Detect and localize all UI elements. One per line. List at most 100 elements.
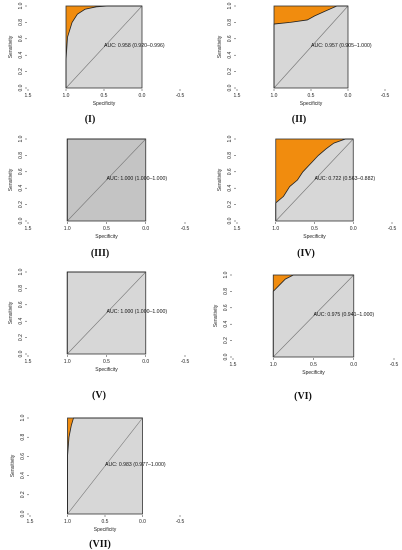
auc-label: AUC: 0.957 (0.905–1.000) <box>311 43 372 49</box>
diagonal-line <box>67 417 143 515</box>
x-tick-label: 0.0 <box>345 93 352 99</box>
y-axis-title: Sensitivity <box>10 454 16 477</box>
roc-panel-1: 1.5 1.0 0.5 0.0 -0.5 0.0 0.2 0.4 0.6 0.8 1.0 Specif… <box>8 2 185 107</box>
diagonal-line <box>67 271 146 355</box>
y-tick-label: 0.8 <box>18 152 24 159</box>
ci-band <box>275 139 354 221</box>
auc-label: AUC: 1.000 (1.000–1.000) <box>107 176 168 182</box>
roc-panel-3: 1.5 1.0 0.5 0.0 -0.5 0.0 0.2 0.4 0.6 0.8 1.0 Specif… <box>8 135 190 240</box>
x-tick-label: 1.0 <box>64 226 71 232</box>
x-axis-title: Specificity <box>93 101 116 107</box>
y-axis-title: Sensitivity <box>8 301 14 324</box>
diagonal-line <box>275 138 354 222</box>
roc-curve <box>65 5 142 88</box>
y-tick-label: 0.2 <box>18 201 24 208</box>
y-tick-label: 1.0 <box>18 268 24 275</box>
y-tick-label: 0.8 <box>227 19 233 26</box>
panel-label-ii: (II) <box>291 114 307 125</box>
x-tick-label: -0.5 <box>176 519 185 525</box>
panel-label-vi: (VI) <box>294 391 312 402</box>
x-tick-label: 0.0 <box>139 93 146 99</box>
x-axis-title: Specificity <box>303 234 326 240</box>
roc-curve <box>67 417 143 514</box>
roc-curve <box>66 138 146 221</box>
y-tick-label: 0.4 <box>20 472 26 479</box>
y-tick-label: 1.0 <box>223 271 229 278</box>
roc-panel-4: 1.5 1.0 0.5 0.0 -0.5 0.0 0.2 0.4 0.6 0.8 1.0 Specif… <box>217 135 397 240</box>
x-tick-label: 0.0 <box>142 359 149 365</box>
y-tick-label: 0.0 <box>223 353 229 360</box>
x-axis-title: Specificity <box>95 234 118 240</box>
x-axis-title: Specificity <box>95 367 118 373</box>
x-tick-label: 0.5 <box>101 93 108 99</box>
y-tick-label: 0.4 <box>223 321 229 328</box>
y-tick-label: 0.4 <box>227 52 233 59</box>
roc-curve <box>275 138 354 221</box>
y-tick-label: 0.8 <box>227 152 233 159</box>
x-tick-label: 1.0 <box>271 93 278 99</box>
x-tick-label: -0.5 <box>181 359 190 365</box>
x-tick-label: 1.0 <box>64 519 71 525</box>
roc-panel-6: 1.5 1.0 0.5 0.0 -0.5 0.0 0.2 0.4 0.6 0.8 1.0 Specif… <box>213 271 399 376</box>
y-tick-label: 0.4 <box>227 185 233 192</box>
y-tick-label: 0.6 <box>227 168 233 175</box>
y-tick-label: 0.6 <box>227 35 233 42</box>
y-tick-label: 1.0 <box>18 135 24 142</box>
plot-box <box>275 138 354 222</box>
y-tick-label: 0.0 <box>18 84 24 91</box>
y-tick-label: 1.0 <box>227 2 233 9</box>
y-tick-label: 0.0 <box>20 510 26 517</box>
y-tick-label: 1.0 <box>227 135 233 142</box>
y-axis-title: Sensitivity <box>8 168 14 191</box>
x-axis-title: Specificity <box>300 101 323 107</box>
roc-panel-5: 1.5 1.0 0.5 0.0 -0.5 0.0 0.2 0.4 0.6 0.8 1.0 Specif… <box>8 268 190 373</box>
ci-band <box>274 6 348 88</box>
y-tick-label: 0.8 <box>18 285 24 292</box>
y-axis-title: Sensitivity <box>213 304 219 327</box>
y-tick-label: 0.4 <box>18 52 24 59</box>
x-tick-label: -0.5 <box>181 226 190 232</box>
y-tick-label: 0.2 <box>223 337 229 344</box>
auc-label: AUC: 0.958 (0.920–0.996) <box>104 43 165 49</box>
y-tick-label: 0.6 <box>223 304 229 311</box>
y-tick-label: 0.6 <box>18 301 24 308</box>
panel-label-i: (I) <box>84 114 96 125</box>
y-axis-title: Sensitivity <box>217 168 223 191</box>
y-tick-label: 0.2 <box>227 201 233 208</box>
x-tick-label: 0.5 <box>311 226 318 232</box>
x-axis-title: Specificity <box>94 527 117 533</box>
x-tick-label: 0.5 <box>310 362 317 368</box>
x-tick-label: -0.5 <box>390 362 399 368</box>
auc-label: AUC: 0.983 (0.977–1.000) <box>105 462 166 468</box>
panel-label-iii: (III) <box>90 248 110 259</box>
y-tick-label: 0.2 <box>18 68 24 75</box>
x-tick-label: 0.5 <box>102 519 109 525</box>
panel-label-v: (V) <box>92 390 106 401</box>
y-tick-label: 0.0 <box>227 217 233 224</box>
x-tick-label: 1.5 <box>230 362 237 368</box>
roc-panel-2: 1.5 1.0 0.5 0.0 -0.5 0.0 0.2 0.4 0.6 0.8 1.0 Specif… <box>217 2 390 107</box>
auc-label: AUC: 0.722 (0.563–0.882) <box>315 176 376 182</box>
x-tick-label: -0.5 <box>388 226 397 232</box>
y-axis-title: Sensitivity <box>217 35 223 58</box>
roc-curve <box>273 5 348 88</box>
x-tick-label: 1.5 <box>234 93 241 99</box>
y-tick-label: 0.2 <box>18 334 24 341</box>
y-axis-title: Sensitivity <box>8 35 14 58</box>
auc-label: AUC: 0.975 (0.941–1.000) <box>314 312 375 318</box>
x-tick-label: 1.5 <box>25 93 32 99</box>
x-tick-label: -0.5 <box>176 93 185 99</box>
x-tick-label: 0.0 <box>350 362 357 368</box>
x-tick-label: 1.5 <box>27 519 34 525</box>
diagonal-line <box>65 5 143 89</box>
ci-band <box>66 6 142 88</box>
x-tick-label: 0.5 <box>103 226 110 232</box>
panel-label-iv: (IV) <box>297 248 315 259</box>
y-tick-label: 0.0 <box>227 84 233 91</box>
x-axis-title: Specificity <box>302 370 325 376</box>
diagonal-line <box>273 274 354 358</box>
roc-curve <box>272 274 354 357</box>
x-tick-label: 1.0 <box>63 93 70 99</box>
diagonal-line <box>273 5 349 89</box>
